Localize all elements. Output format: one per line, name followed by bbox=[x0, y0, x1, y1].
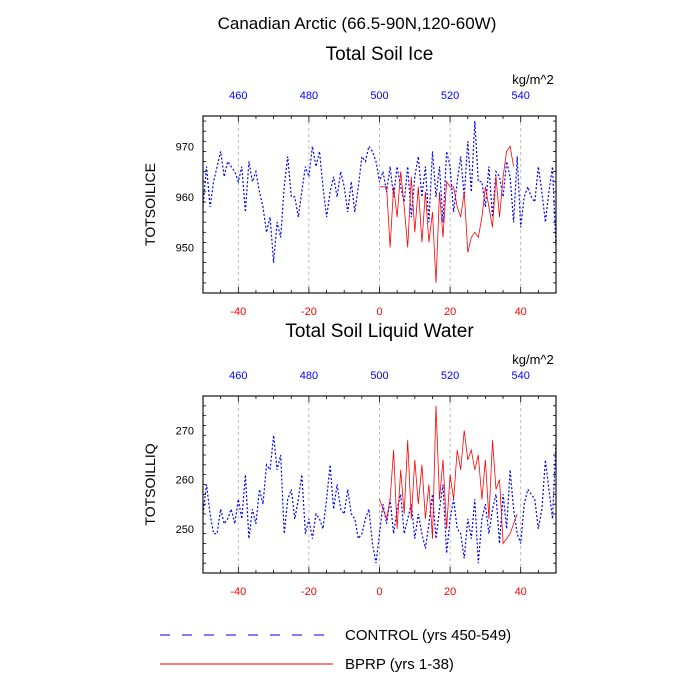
x-top-tick-label: 460 bbox=[229, 370, 247, 382]
x-tick-label: 40 bbox=[515, 306, 527, 318]
x-top-tick-label: 480 bbox=[300, 370, 318, 382]
control-series-line bbox=[203, 435, 556, 564]
legend-label-2: BPRP (yrs 1-38) bbox=[345, 656, 454, 673]
chart-panels: Total Soil Ice kg/m^2 TOTSOILICE 950 960 970 -… bbox=[142, 44, 557, 598]
y-tick-label: 250 bbox=[176, 524, 194, 536]
units-label: kg/m^2 bbox=[512, 352, 554, 367]
x-tick-label: -40 bbox=[230, 586, 246, 598]
bprp-series-line bbox=[379, 405, 518, 545]
units-label: kg/m^2 bbox=[512, 72, 554, 87]
plot-frame bbox=[202, 115, 557, 294]
x-tick-label: 0 bbox=[376, 586, 382, 598]
y-tick-label: 270 bbox=[176, 425, 194, 437]
bprp-series-line bbox=[379, 145, 514, 283]
y-tick-label: 960 bbox=[176, 192, 194, 204]
panel-2: Total Soil Liquid Water kg/m^2 TOTSOILLIQ 2… bbox=[142, 321, 557, 598]
panel-title: Total Soil Liquid Water bbox=[285, 321, 474, 342]
x-top-tick-label: 460 bbox=[229, 90, 247, 102]
x-tick-label: -20 bbox=[301, 586, 317, 598]
x-tick-label: 40 bbox=[515, 586, 527, 598]
y-tick-label: 970 bbox=[176, 141, 194, 153]
y-tick-label: 950 bbox=[176, 242, 194, 254]
x-top-tick-label: 480 bbox=[300, 90, 318, 102]
y-axis-label: TOTSOILICE bbox=[142, 163, 158, 246]
x-top-tick-label: 520 bbox=[441, 370, 459, 382]
x-top-tick-label: 540 bbox=[512, 90, 530, 102]
x-top-tick-label: 540 bbox=[512, 370, 530, 382]
panel-title: Total Soil Ice bbox=[326, 44, 434, 65]
x-tick-label: 20 bbox=[444, 306, 456, 318]
chart-legend: CONTROL (yrs 450-549) BPRP (yrs 1-38) bbox=[160, 627, 511, 673]
x-tick-label: 20 bbox=[444, 586, 456, 598]
x-top-tick-label: 500 bbox=[370, 90, 388, 102]
x-tick-label: -40 bbox=[230, 306, 246, 318]
y-axis-label: TOTSOILLIQ bbox=[142, 443, 158, 525]
panel-1: Total Soil Ice kg/m^2 TOTSOILICE 950 960 970 -… bbox=[142, 44, 557, 318]
x-tick-label: -20 bbox=[301, 306, 317, 318]
plot-frame bbox=[202, 395, 557, 574]
x-top-tick-label: 520 bbox=[441, 90, 459, 102]
legend-label-1: CONTROL (yrs 450-549) bbox=[345, 627, 511, 644]
y-tick-label: 260 bbox=[176, 475, 194, 487]
x-top-tick-label: 500 bbox=[370, 370, 388, 382]
region-title: Canadian Arctic (66.5-90N,120-60W) bbox=[218, 14, 497, 33]
control-series-line bbox=[203, 121, 556, 263]
x-tick-label: 0 bbox=[376, 306, 382, 318]
